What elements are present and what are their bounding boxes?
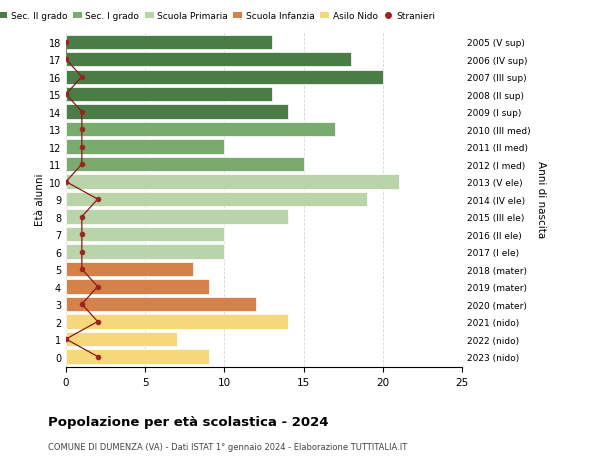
- Bar: [66, 35, 272, 50]
- Text: Popolazione per età scolastica - 2024: Popolazione per età scolastica - 2024: [48, 415, 329, 428]
- Bar: [66, 157, 304, 172]
- Bar: [66, 262, 193, 277]
- Bar: [66, 105, 288, 119]
- Y-axis label: Età alunni: Età alunni: [35, 174, 44, 226]
- Bar: [66, 350, 209, 364]
- Y-axis label: Anni di nascita: Anni di nascita: [536, 161, 546, 238]
- Bar: [66, 192, 367, 207]
- Bar: [66, 280, 209, 294]
- Bar: [66, 315, 288, 329]
- Bar: [66, 175, 398, 190]
- Bar: [66, 53, 351, 67]
- Bar: [66, 332, 177, 347]
- Legend: Sec. II grado, Sec. I grado, Scuola Primaria, Scuola Infanzia, Asilo Nido, Stran: Sec. II grado, Sec. I grado, Scuola Prim…: [0, 12, 435, 21]
- Text: COMUNE DI DUMENZA (VA) - Dati ISTAT 1° gennaio 2024 - Elaborazione TUTTITALIA.IT: COMUNE DI DUMENZA (VA) - Dati ISTAT 1° g…: [48, 442, 407, 451]
- Bar: [66, 210, 288, 224]
- Bar: [66, 297, 256, 312]
- Bar: [66, 245, 224, 259]
- Bar: [66, 88, 272, 102]
- Bar: [66, 227, 224, 242]
- Bar: [66, 140, 224, 155]
- Bar: [66, 123, 335, 137]
- Bar: [66, 70, 383, 84]
